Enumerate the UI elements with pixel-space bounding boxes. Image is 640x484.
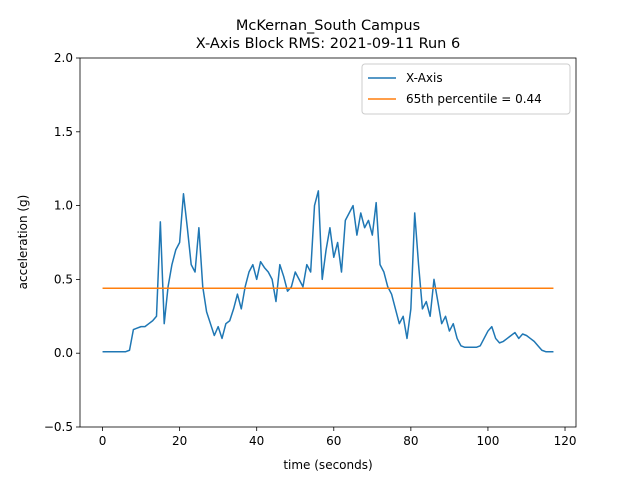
y-tick-label: 1.0	[54, 199, 73, 213]
y-tick-label: 2.0	[54, 51, 73, 65]
y-tick-label: 0.5	[54, 272, 73, 286]
x-tick-label: 80	[403, 434, 418, 448]
y-axis-label: acceleration (g)	[16, 195, 30, 290]
y-tick-label: 1.5	[54, 125, 73, 139]
legend-label: 65th percentile = 0.44	[406, 92, 542, 106]
data-line	[102, 190, 554, 353]
x-tick-label: 0	[99, 434, 107, 448]
y-tick-label: 0.0	[54, 346, 73, 360]
x-tick-label: 60	[326, 434, 341, 448]
x-axis-label: time (seconds)	[283, 458, 372, 472]
legend-label: X-Axis	[406, 71, 443, 85]
y-tick-label: −0.5	[44, 420, 73, 434]
x-tick-label: 40	[249, 434, 264, 448]
x-tick-label: 20	[172, 434, 187, 448]
axes-frame	[79, 57, 577, 428]
x-tick-label: 100	[476, 434, 499, 448]
x-tick-label: 120	[554, 434, 577, 448]
chart-title: McKernan_South Campus X-Axis Block RMS: 2…	[196, 18, 460, 52]
legend-box	[361, 63, 571, 115]
